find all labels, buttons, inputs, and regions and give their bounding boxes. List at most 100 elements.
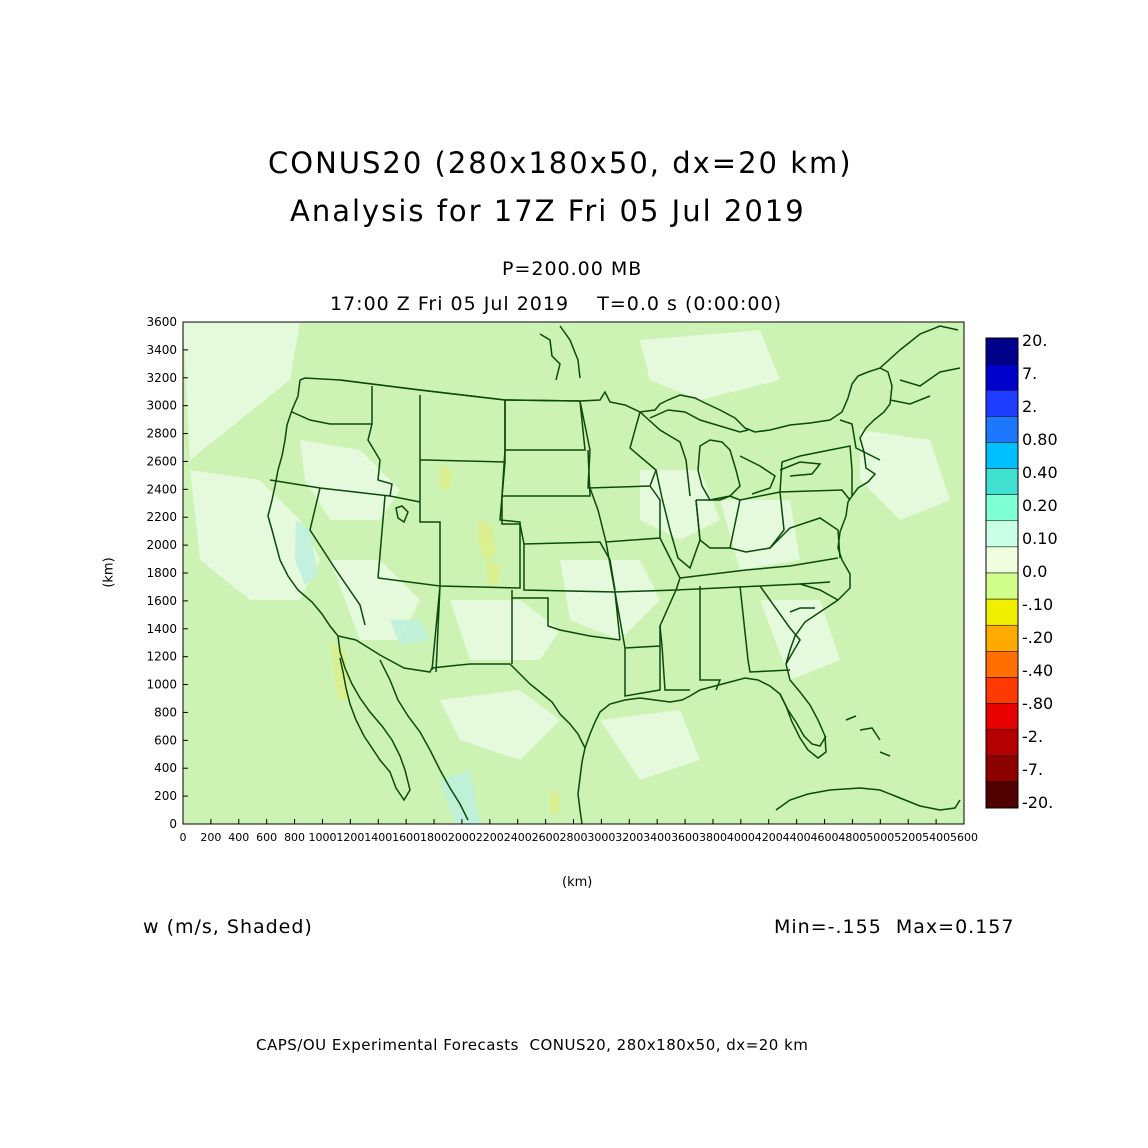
colorbar-swatch xyxy=(985,416,1019,443)
colorbar-swatch xyxy=(985,729,1019,757)
field-patch-yellow xyxy=(478,520,496,560)
field-variable-label: w (m/s, Shaded) xyxy=(143,916,313,938)
y-tick-label: 1400 xyxy=(146,622,177,636)
y-tick-label: 3600 xyxy=(146,315,177,329)
colorbar-label: 20. xyxy=(1022,331,1047,350)
colorbar: 20. 7. 2. 0.80 0.40 0.20 0.10 0.0 -.10 -.20 -.40 -.… xyxy=(985,331,1058,812)
y-tick-label: 200 xyxy=(154,789,177,803)
field-patch-light xyxy=(600,710,700,780)
ca-nv-border xyxy=(309,487,366,626)
x-tick-label: 1400 xyxy=(364,831,392,844)
x-tick-label: 4400 xyxy=(783,831,811,844)
shaded-field xyxy=(183,322,964,824)
nv-ut-border xyxy=(377,495,386,579)
colorbar-swatch xyxy=(985,442,1019,469)
valid-time: 17:00 Z Fri 05 Jul 2019 T=0.0 s (0:00:00… xyxy=(330,293,783,315)
x-tick-label: 4600 xyxy=(811,831,839,844)
x-tick-label: 3000 xyxy=(587,831,615,844)
mexico-border xyxy=(355,639,586,749)
colorbar-label: -.20 xyxy=(1022,628,1053,647)
colorbar-label: 0.10 xyxy=(1022,529,1058,548)
y-tick-label: 2800 xyxy=(146,427,177,441)
y-axis-label: (km) xyxy=(101,557,117,588)
colorbar-swatch xyxy=(985,520,1019,548)
canada-border xyxy=(339,379,581,402)
y-tick-label: 1800 xyxy=(146,566,177,580)
y-tick-label: 2200 xyxy=(146,510,177,524)
colorbar-label: -.40 xyxy=(1022,661,1053,680)
field-patch-light xyxy=(450,600,560,660)
x-tick-label: 5200 xyxy=(894,831,922,844)
colorbar-swatch xyxy=(985,468,1019,495)
x-axis-ticks: 0 200 400 600 800 1000 1200 1400 1600 1800 2000 220… xyxy=(180,819,978,844)
colorbar-label: -.80 xyxy=(1022,694,1053,713)
florida xyxy=(779,693,827,747)
ms-al-ga xyxy=(659,585,801,691)
x-tick-label: 4800 xyxy=(838,831,866,844)
colorbar-frame xyxy=(985,337,1019,809)
y-tick-label: 400 xyxy=(154,761,177,775)
y-tick-label: 3400 xyxy=(146,343,177,357)
az-nm xyxy=(377,577,441,673)
idaho-outline xyxy=(367,386,393,497)
field-patch-cyan xyxy=(295,520,318,585)
x-tick-label: 800 xyxy=(284,831,305,844)
colorbar-label: 0.40 xyxy=(1022,463,1058,482)
x-tick-label: 3600 xyxy=(671,831,699,844)
y-tick-label: 1200 xyxy=(146,650,177,664)
colorbar-label: 0.20 xyxy=(1022,496,1058,515)
field-patch-light xyxy=(640,330,780,400)
state-boundaries xyxy=(267,325,961,824)
x-axis-label: (km) xyxy=(562,875,593,890)
x-tick-label: 1000 xyxy=(308,831,336,844)
mexico-mainland-coast xyxy=(379,659,469,821)
x-tick-label: 1200 xyxy=(336,831,364,844)
field-patch-light xyxy=(440,690,560,760)
great-salt-lake xyxy=(395,505,409,524)
maritimes xyxy=(879,325,961,405)
colorbar-label: -7. xyxy=(1022,760,1043,779)
field-patch-cyan xyxy=(390,620,430,645)
mi-peninsula xyxy=(697,439,741,501)
country-outline xyxy=(299,367,893,824)
colorbar-swatch xyxy=(985,703,1019,730)
x-tick-label: 5600 xyxy=(950,831,978,844)
title-line-1: CONUS20 (280x180x50, dx=20 km) xyxy=(268,146,853,180)
west-coast xyxy=(267,379,357,641)
colorbar-swatch xyxy=(985,598,1019,626)
colorbar-swatch xyxy=(985,572,1019,600)
y-tick-label: 1600 xyxy=(146,594,177,608)
x-tick-label: 4000 xyxy=(727,831,755,844)
colorbar-label: -.10 xyxy=(1022,595,1053,614)
x-tick-label: 5400 xyxy=(922,831,950,844)
canada-lakes xyxy=(539,325,581,381)
wy-co-ut xyxy=(419,460,521,589)
ne-states xyxy=(779,419,881,501)
x-tick-label: 3800 xyxy=(699,831,727,844)
colorbar-label: -20. xyxy=(1022,793,1053,812)
x-tick-label: 3400 xyxy=(643,831,671,844)
x-tick-label: 5000 xyxy=(866,831,894,844)
y-tick-label: 2000 xyxy=(146,538,177,552)
x-tick-label: 2000 xyxy=(448,831,476,844)
x-tick-label: 2200 xyxy=(476,831,504,844)
cuba xyxy=(775,787,961,811)
field-patch-yellow xyxy=(440,465,452,490)
x-tick-label: 4200 xyxy=(755,831,783,844)
y-tick-label: 2600 xyxy=(146,454,177,468)
field-patch-light xyxy=(300,440,400,520)
y-tick-label: 600 xyxy=(154,733,177,747)
x-tick-label: 200 xyxy=(200,831,221,844)
colorbar-swatch xyxy=(985,755,1019,783)
y-tick-label: 1000 xyxy=(146,678,177,692)
colorbar-swatch xyxy=(985,337,1019,365)
x-tick-label: 2600 xyxy=(532,831,560,844)
title-line-2: Analysis for 17Z Fri 05 Jul 2019 xyxy=(290,194,806,228)
field-patch-light xyxy=(860,430,950,520)
field-patch-yellow xyxy=(486,560,500,585)
colorbar-swatch xyxy=(985,781,1019,809)
y-tick-label: 3200 xyxy=(146,371,177,385)
x-tick-label: 2400 xyxy=(504,831,532,844)
field-patch-light xyxy=(720,500,800,570)
nm-tx xyxy=(511,590,621,664)
